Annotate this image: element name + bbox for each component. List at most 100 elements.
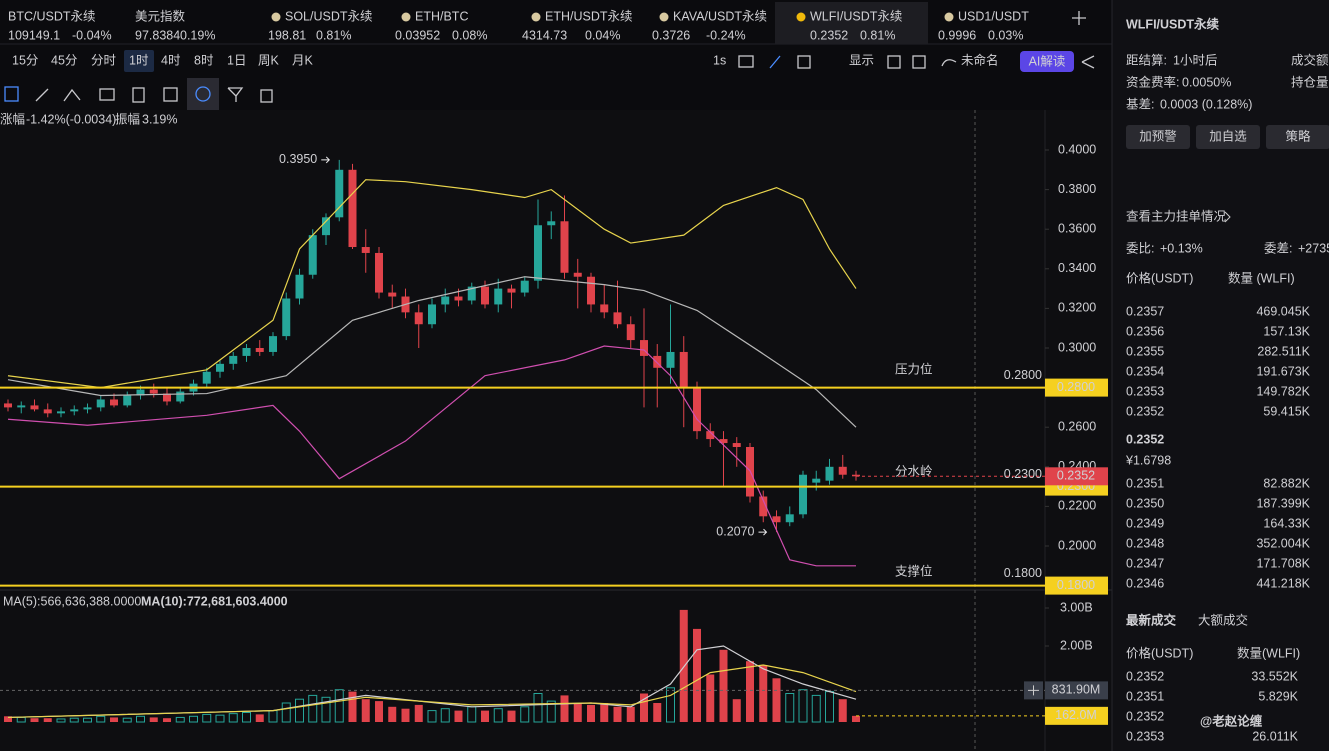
panel-button[interactable]	[1266, 125, 1329, 149]
label[interactable]: 大额成交	[1198, 612, 1248, 627]
interval[interactable]: 月K	[292, 53, 314, 67]
label: 振幅	[115, 111, 140, 126]
volume-bar	[414, 704, 423, 722]
ma-label: MA(5):566,636,388.0000	[3, 594, 141, 608]
tab-price: 0.2352	[810, 28, 848, 42]
panel-button[interactable]	[1196, 125, 1260, 149]
interval[interactable]: 周K	[258, 53, 280, 67]
volume-bar	[43, 718, 52, 722]
tab-price: 4314.73	[522, 28, 567, 42]
volume-bar	[202, 713, 212, 723]
volume-bar	[719, 649, 728, 722]
candle-body	[361, 247, 370, 253]
candle-body	[838, 466, 847, 475]
candle-body	[785, 514, 794, 523]
last-price-box	[1045, 467, 1108, 486]
chevron	[1224, 211, 1231, 223]
label: 441.218K	[1256, 576, 1310, 590]
candle-body	[255, 348, 264, 352]
volume-bar	[215, 714, 225, 723]
tab-name[interactable]: 美元指数	[135, 8, 186, 23]
volume-ma-line	[7, 645, 857, 719]
label: 委差:	[1264, 241, 1292, 255]
volume-bar	[587, 704, 595, 722]
candle-body	[759, 496, 768, 517]
candle-body	[348, 169, 357, 248]
volume-bar	[375, 701, 383, 722]
label: 0.2356	[1126, 324, 1164, 338]
volume-bar	[348, 691, 357, 722]
interval[interactable]: 8时	[194, 53, 214, 67]
volume-bar	[533, 693, 543, 723]
volume-bar	[110, 717, 118, 722]
candle-body	[441, 296, 450, 305]
candle-body	[295, 274, 304, 299]
interval[interactable]: 45分	[51, 53, 77, 67]
volume-bar	[361, 699, 370, 722]
interval[interactable]: 1日	[227, 53, 246, 67]
tab-name[interactable]: WLFI/USDT永续	[810, 9, 902, 23]
tab-name[interactable]: ETH/USDT永续	[545, 9, 633, 23]
volume-bar	[573, 703, 582, 722]
interval[interactable]: 15分	[12, 53, 38, 67]
tab-name[interactable]: BTC/USDT永续	[8, 9, 96, 23]
volume-bar	[334, 689, 344, 723]
label: 0.2352	[1126, 669, 1164, 683]
volume-bar	[175, 716, 185, 723]
candle-body	[481, 286, 489, 305]
candle-body	[375, 252, 383, 293]
candle-body	[454, 296, 463, 301]
volume-bar	[746, 661, 754, 722]
candle-body	[706, 431, 715, 440]
candle-body	[693, 387, 701, 432]
annotation-arrow	[321, 156, 330, 164]
candle-body	[123, 395, 132, 406]
tab-name[interactable]: ETH/BTC	[415, 9, 468, 23]
depth-link[interactable]: 查看主力挂单情况	[1126, 209, 1227, 223]
candle-body	[17, 405, 26, 408]
ai-button[interactable]	[1020, 51, 1074, 72]
label[interactable]: 最新成交	[1126, 612, 1177, 627]
volume-bar	[83, 717, 92, 723]
level-value: 0.2800	[1004, 368, 1042, 382]
speed[interactable]: 1s	[713, 53, 726, 67]
tab-change: 0.08%	[452, 28, 487, 42]
display[interactable]: 显示	[849, 53, 874, 67]
layout[interactable]: 未命名	[961, 52, 999, 67]
volume-bar	[56, 718, 66, 723]
crosshair-label: 831.90M	[1052, 683, 1101, 697]
tab-price: 109149.1	[8, 28, 60, 42]
volume-bar	[481, 710, 489, 722]
candle-body	[520, 280, 529, 293]
candle-body	[772, 516, 781, 523]
interval[interactable]: 4时	[161, 53, 181, 67]
label: 数量 (WLFI)	[1228, 270, 1295, 285]
panel-button[interactable]	[1126, 125, 1190, 149]
interval[interactable]: 1时	[129, 53, 149, 67]
tab-name[interactable]: KAVA/USDT永续	[673, 9, 767, 23]
label: 26.011K	[1252, 729, 1298, 743]
toolbar-icons[interactable]	[738, 11, 1095, 69]
label: 加自选	[1209, 129, 1247, 143]
volume-bar	[30, 718, 39, 722]
y-tick-label: 0.4000	[1058, 142, 1096, 156]
candle-body	[799, 474, 807, 515]
label: 0.2351	[1126, 476, 1164, 490]
candle-body	[494, 288, 503, 305]
label: 1小时后	[1173, 53, 1217, 67]
tab-name[interactable]: SOL/USDT永续	[285, 9, 373, 23]
candle-body	[202, 371, 211, 384]
y-tick-label: 0.3200	[1058, 301, 1096, 315]
tab-icon	[271, 12, 281, 22]
drawing-tools[interactable]	[4, 78, 273, 110]
candle-body	[679, 351, 688, 388]
label: 0.2348	[1126, 536, 1164, 550]
tab-name[interactable]: USD1/USDT	[958, 9, 1029, 23]
volume-ma-line	[7, 664, 857, 719]
y-tick-label: 0.2000	[1058, 538, 1096, 552]
candle-body	[163, 393, 171, 402]
interval[interactable]: 分时	[91, 53, 117, 67]
tab-price: 0.3726	[652, 28, 690, 42]
candle-body	[852, 474, 860, 477]
label: +2735	[1298, 241, 1329, 255]
